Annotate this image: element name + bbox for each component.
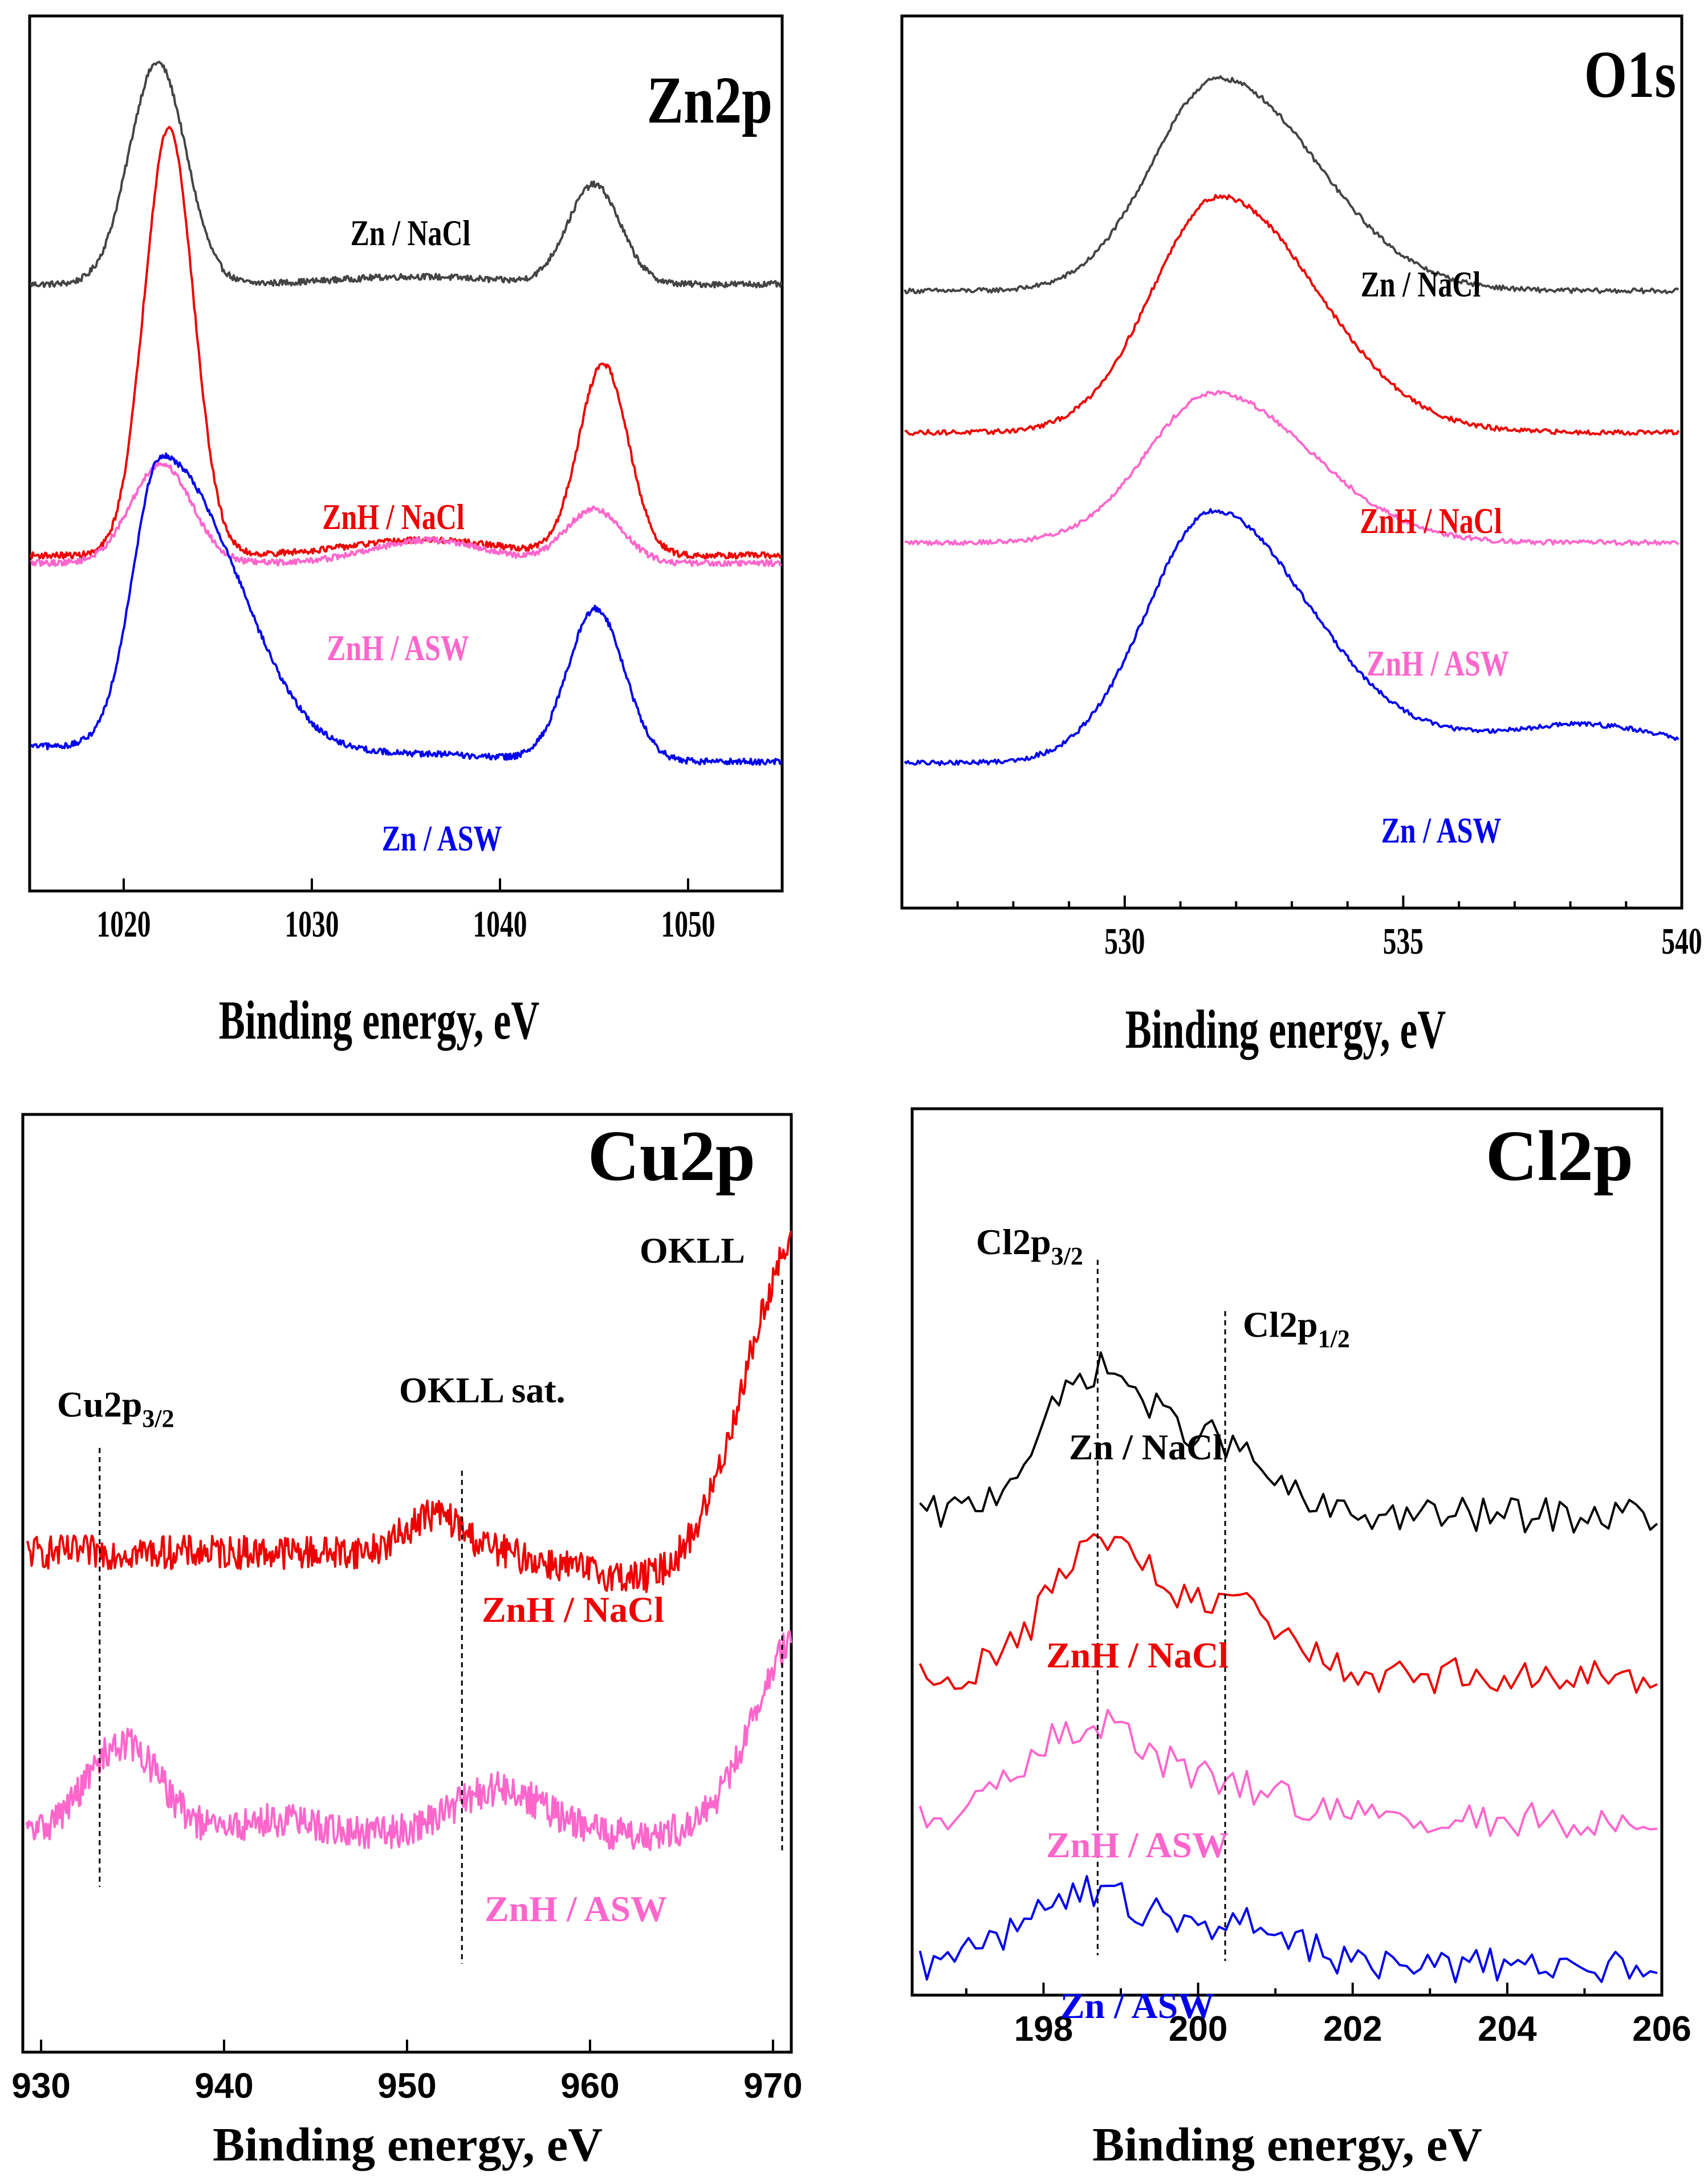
x-tick-label: 950 bbox=[377, 2066, 436, 2106]
guide-lines bbox=[1096, 1260, 1226, 1961]
series-label-znh-nacl: ZnH / NaCl bbox=[1360, 501, 1502, 541]
annotation-text: Cu2p bbox=[57, 1384, 142, 1425]
x-axis-ticks: 198 200 202 204 206 bbox=[965, 1983, 1691, 2049]
x-axis-label: Binding energy, eV bbox=[219, 990, 539, 1051]
x-axis-ticks: 930 940 950 960 970 bbox=[11, 2040, 803, 2106]
annotation-subscript: 3/2 bbox=[142, 1405, 174, 1433]
panel-title: O1s bbox=[1584, 38, 1676, 112]
series-label-znh-nacl: ZnH / NaCl bbox=[322, 497, 465, 537]
plot-frame bbox=[910, 1107, 1664, 1997]
series-line-zn-asw bbox=[918, 1875, 1658, 1984]
x-tick-label: 1030 bbox=[284, 904, 339, 945]
series-label-zn-nacl: Zn / NaCl bbox=[1069, 1427, 1223, 1467]
annotation-text: Cl2p bbox=[976, 1222, 1051, 1262]
x-axis-label: Binding energy, eV bbox=[1125, 999, 1446, 1060]
series-label-znh-asw: ZnH / ASW bbox=[485, 1889, 667, 1929]
panel-cl2p: 198 200 202 204 206 Cl2p Cl2p3/2 Cl2p1/2 Zn … bbox=[910, 1107, 1691, 2171]
series-label-znh-nacl: ZnH / NaCl bbox=[1046, 1635, 1229, 1675]
panel-title: Cu2p bbox=[588, 1117, 755, 1196]
series-label-znh-nacl: ZnH / NaCl bbox=[482, 1589, 664, 1630]
series-label-zn-nacl: Zn / NaCl bbox=[351, 213, 471, 253]
series-line-zn-asw bbox=[904, 508, 1679, 767]
plot-frame bbox=[28, 14, 784, 893]
annotation-subscript: 1/2 bbox=[1318, 1325, 1350, 1353]
series-line-znh-nacl bbox=[29, 125, 782, 560]
series-group bbox=[918, 1351, 1658, 1984]
x-tick-label: 535 bbox=[1383, 921, 1424, 962]
series-line-zn-nacl bbox=[904, 75, 1679, 295]
series-group bbox=[29, 60, 783, 766]
x-axis-ticks: 530 535 540 bbox=[956, 896, 1702, 962]
x-tick-label: 204 bbox=[1478, 2009, 1537, 2049]
series-label-zn-nacl: Zn / NaCl bbox=[1361, 265, 1481, 304]
guide-lines bbox=[99, 1280, 783, 1964]
series-line-znh-nacl bbox=[26, 1230, 792, 1593]
series-line-znh-nacl bbox=[904, 194, 1679, 436]
x-tick-label: 970 bbox=[743, 2066, 802, 2106]
series-label-zn-asw: Zn / ASW bbox=[1381, 811, 1502, 851]
series-line-zn-nacl bbox=[919, 1351, 1658, 1534]
series-label-znh-asw: ZnH / ASW bbox=[1046, 1825, 1229, 1865]
series-label-znh-asw: ZnH / ASW bbox=[327, 628, 469, 668]
series-group bbox=[25, 1230, 792, 1852]
annotation-cl2p32: Cl2p3/2 bbox=[976, 1222, 1083, 1270]
x-tick-label: 1040 bbox=[473, 904, 527, 945]
annotation-subscript: 3/2 bbox=[1051, 1242, 1083, 1270]
x-tick-label: 530 bbox=[1104, 921, 1145, 962]
x-tick-label: 202 bbox=[1323, 2009, 1382, 2049]
x-tick-label: 540 bbox=[1661, 921, 1702, 962]
series-line-znh-asw bbox=[25, 1630, 792, 1852]
annotation-cl2p12: Cl2p1/2 bbox=[1243, 1304, 1350, 1353]
x-tick-label: 1050 bbox=[661, 904, 715, 945]
x-axis-ticks: 1020 1030 1040 1050 bbox=[96, 878, 715, 945]
x-tick-label: 940 bbox=[194, 2066, 253, 2106]
plot-frame bbox=[900, 14, 1683, 910]
x-axis-label: Binding energy, eV bbox=[1092, 2118, 1482, 2171]
annotation-text: Cl2p bbox=[1243, 1304, 1318, 1345]
series-line-znh-nacl bbox=[918, 1533, 1658, 1695]
series-line-zn-nacl bbox=[29, 60, 783, 288]
x-axis-label: Binding energy, eV bbox=[213, 2118, 603, 2171]
panel-title: Cl2p bbox=[1486, 1117, 1633, 1196]
panel-zn2p: 1020 1030 1040 1050 Zn2p Zn / NaCl ZnH / Na… bbox=[28, 14, 784, 1051]
series-line-znh-asw bbox=[918, 1708, 1658, 1839]
x-tick-label: 198 bbox=[1014, 2009, 1073, 2049]
x-tick-label: 206 bbox=[1632, 2009, 1691, 2049]
panel-title: Zn2p bbox=[646, 63, 772, 137]
x-tick-label: 200 bbox=[1169, 2009, 1227, 2049]
x-tick-label: 1020 bbox=[96, 904, 151, 945]
series-label-zn-asw: Zn / ASW bbox=[382, 819, 502, 858]
series-group bbox=[904, 75, 1679, 767]
annotation-okll: OKLL bbox=[640, 1230, 745, 1271]
panel-o1s: 530 535 540 O1s Zn / NaCl ZnH / NaCl ZnH /… bbox=[900, 14, 1702, 1060]
series-line-zn-asw bbox=[30, 452, 783, 766]
x-tick-label: 960 bbox=[560, 2066, 619, 2106]
series-line-znh-asw bbox=[904, 389, 1679, 546]
series-label-zn-asw: Zn / ASW bbox=[1060, 1985, 1214, 2026]
series-label-znh-asw: ZnH / ASW bbox=[1367, 644, 1509, 683]
annotation-cu2p32: Cu2p3/2 bbox=[57, 1384, 174, 1433]
panel-cu2p: 930 940 950 960 970 Cu2p Cu2p3/2 OKLL sat. O… bbox=[11, 1113, 803, 2171]
x-tick-label: 930 bbox=[11, 2066, 70, 2106]
annotation-okll-sat: OKLL sat. bbox=[399, 1370, 566, 1410]
series-line-znh-asw bbox=[30, 461, 782, 567]
